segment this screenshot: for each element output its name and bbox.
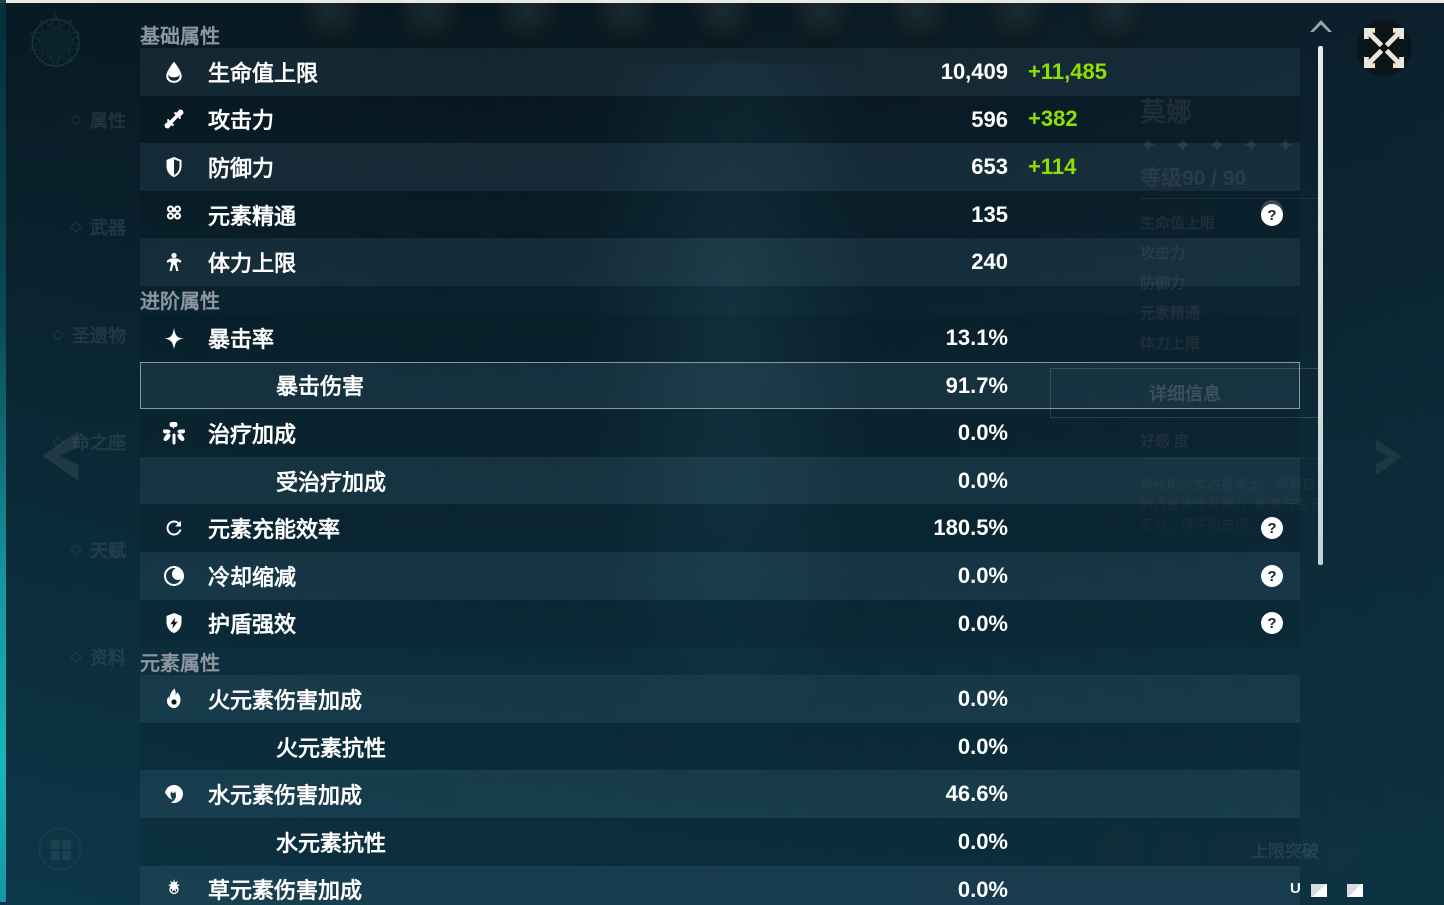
svg-text:?: ? xyxy=(1267,615,1276,632)
svg-text:?: ? xyxy=(1267,568,1276,585)
svg-text:?: ? xyxy=(1267,207,1276,224)
svg-text:?: ? xyxy=(1267,520,1276,537)
